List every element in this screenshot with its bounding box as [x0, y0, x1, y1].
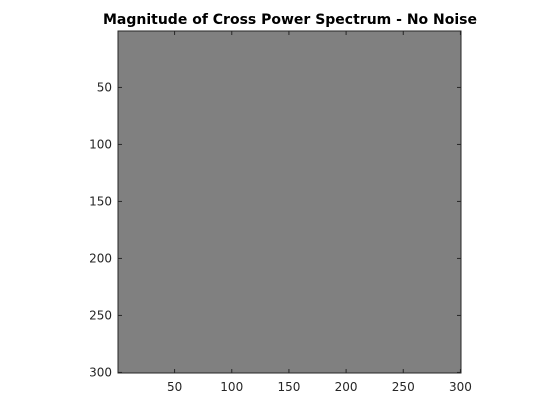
x-tick-label: 300: [449, 380, 472, 394]
x-tick-label: 150: [277, 380, 300, 394]
axes-box: [117, 30, 462, 374]
y-tick-label: 250: [89, 308, 112, 322]
x-tick-label: 250: [392, 380, 415, 394]
x-tick-label: 200: [335, 380, 358, 394]
y-axis: 50 100 150 200 250 300: [89, 80, 461, 379]
x-tick-label: 100: [220, 380, 243, 394]
heatmap-image: [118, 31, 461, 373]
y-tick-label: 50: [97, 80, 112, 94]
x-tick-label: 50: [167, 380, 182, 394]
axes: 50 100 150 200 250 300 50 100 150 200 250 300: [89, 30, 472, 394]
chart-title: Magnitude of Cross Power Spectrum - No N…: [103, 12, 477, 28]
y-tick-label: 150: [89, 194, 112, 208]
y-tick-label: 100: [89, 137, 112, 151]
y-tick-label: 200: [89, 251, 112, 265]
y-tick-label: 300: [89, 365, 112, 379]
